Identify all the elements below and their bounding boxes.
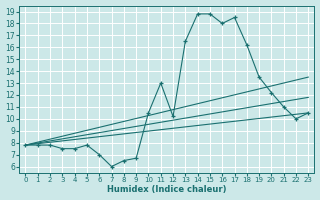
- X-axis label: Humidex (Indice chaleur): Humidex (Indice chaleur): [107, 185, 227, 194]
